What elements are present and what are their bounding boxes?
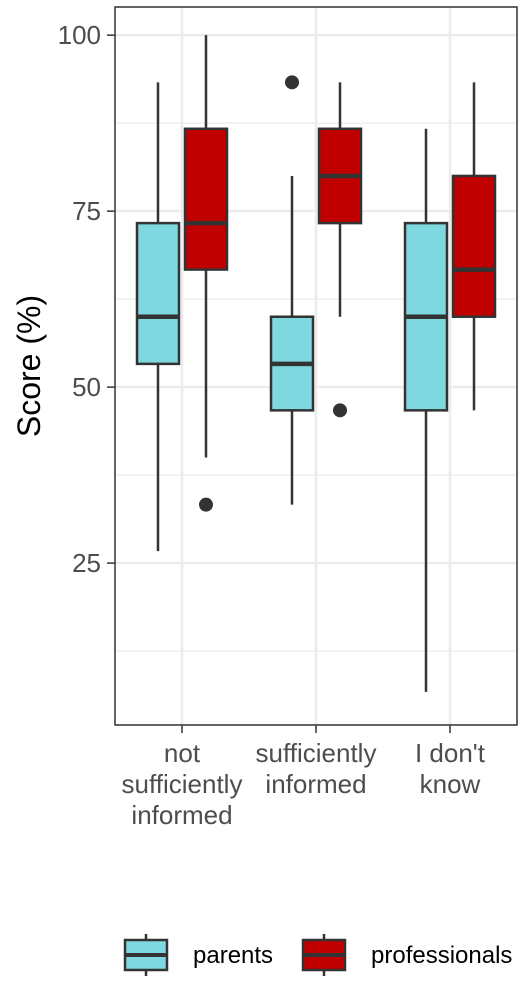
box-professionals-0 <box>183 35 229 512</box>
legend-label: professionals <box>371 942 512 969</box>
boxes <box>135 35 497 692</box>
gridlines <box>115 7 517 725</box>
x-tick-label-line: sufficiently <box>122 769 243 799</box>
box-iqr <box>451 174 497 318</box>
x-tick-label-line: informed <box>131 800 232 830</box>
box-parents-1 <box>269 75 315 505</box>
legend: parents professionals <box>123 934 512 976</box>
box-iqr <box>135 221 181 366</box>
box-parents-0 <box>135 82 181 552</box>
box-iqr <box>183 127 229 271</box>
legend-label: parents <box>193 942 273 969</box>
box-parents-2 <box>403 128 449 692</box>
box-professionals-1 <box>317 82 363 418</box>
x-tick-label-line: informed <box>265 769 366 799</box>
legend-item-parents: parents <box>123 934 273 976</box>
x-tick-label: not sufficiently informed <box>122 738 243 830</box>
y-axis-title: Score (%) <box>11 295 47 437</box>
outlier-point <box>285 75 299 90</box>
y-tick-label: 75 <box>72 196 101 226</box>
legend-item-professionals: professionals <box>301 934 512 976</box>
y-tick-label: 25 <box>72 548 101 578</box>
x-tick-label: sufficiently informed <box>256 738 377 799</box>
y-tick-label: 50 <box>72 372 101 402</box>
x-tick-label-line: know <box>420 769 481 799</box>
box-professionals-2 <box>451 82 497 411</box>
y-tick-label: 100 <box>58 20 101 50</box>
x-tick-label-line: I don't <box>415 738 486 768</box>
x-tick-label-line: sufficiently <box>256 738 377 768</box>
outlier-point <box>333 403 347 418</box>
x-tick-label-line: not <box>164 738 201 768</box>
x-tick-label: I don't know <box>415 738 486 799</box>
outlier-point <box>199 497 213 512</box>
